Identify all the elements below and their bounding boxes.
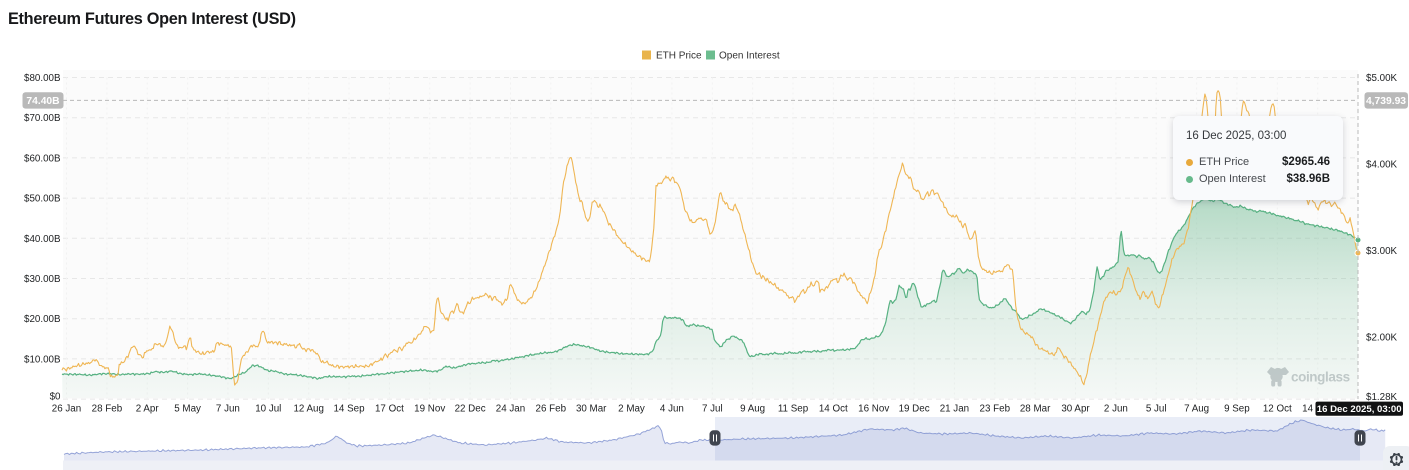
svg-text:$60.00B: $60.00B (24, 153, 61, 164)
svg-text:11 Sep: 11 Sep (778, 404, 809, 415)
svg-text:4,739.93: 4,739.93 (1366, 96, 1406, 107)
svg-text:26 Feb: 26 Feb (536, 404, 567, 415)
svg-text:5 May: 5 May (174, 404, 201, 415)
svg-text:30 Apr: 30 Apr (1061, 404, 1090, 415)
svg-text:9 Aug: 9 Aug (740, 404, 765, 415)
svg-text:$80.00B: $80.00B (24, 73, 61, 84)
svg-text:19 Nov: 19 Nov (414, 404, 445, 415)
svg-text:$3.00K: $3.00K (1366, 246, 1398, 257)
svg-text:Ethereum Futures Open Interest: Ethereum Futures Open Interest (USD) (8, 10, 296, 28)
svg-text:28 Feb: 28 Feb (92, 404, 123, 415)
svg-text:21 Jan: 21 Jan (940, 404, 969, 415)
svg-text:$2.00K: $2.00K (1366, 332, 1398, 343)
svg-text:12 Oct: 12 Oct (1263, 404, 1292, 415)
svg-text:2 Apr: 2 Apr (136, 404, 160, 415)
svg-text:5 Jul: 5 Jul (1146, 404, 1167, 415)
svg-text:$30.00B: $30.00B (24, 274, 61, 285)
svg-text:26 Jan: 26 Jan (52, 404, 81, 415)
svg-text:14 Sep: 14 Sep (333, 404, 365, 415)
svg-text:$50.00B: $50.00B (24, 194, 61, 205)
svg-text:16 Nov: 16 Nov (858, 404, 889, 415)
svg-text:28 Mar: 28 Mar (1020, 404, 1051, 415)
svg-text:$1.28K: $1.28K (1366, 392, 1398, 403)
svg-text:7 Aug: 7 Aug (1184, 404, 1209, 415)
svg-text:$0: $0 (50, 392, 61, 403)
svg-text:Open Interest: Open Interest (719, 51, 780, 62)
svg-text:$40.00B: $40.00B (24, 234, 61, 245)
svg-text:30 Mar: 30 Mar (576, 404, 607, 415)
svg-text:14 Oct: 14 Oct (819, 404, 848, 415)
svg-text:ETH Price: ETH Price (656, 51, 702, 62)
svg-text:10 Jul: 10 Jul (255, 404, 281, 415)
svg-text:$4.00K: $4.00K (1366, 160, 1398, 171)
svg-text:24 Jan: 24 Jan (496, 404, 525, 415)
svg-text:$70.00B: $70.00B (24, 113, 61, 124)
svg-text:12 Aug: 12 Aug (293, 404, 324, 415)
svg-text:9 Sep: 9 Sep (1224, 404, 1250, 415)
svg-text:23 Feb: 23 Feb (980, 404, 1011, 415)
svg-text:2 May: 2 May (618, 404, 645, 415)
svg-text:4 Jun: 4 Jun (660, 404, 684, 415)
svg-text:74.40B: 74.40B (26, 96, 59, 107)
svg-text:$5.00K: $5.00K (1366, 73, 1398, 84)
svg-text:19 Dec: 19 Dec (899, 404, 930, 415)
svg-text:2 Jun: 2 Jun (1104, 404, 1128, 415)
svg-text:17 Oct: 17 Oct (375, 404, 404, 415)
svg-text:$20.00B: $20.00B (24, 314, 61, 325)
svg-text:$10.00B: $10.00B (24, 354, 61, 365)
svg-text:7 Jun: 7 Jun (216, 404, 240, 415)
svg-text:7 Jul: 7 Jul (702, 404, 723, 415)
svg-text:22 Dec: 22 Dec (455, 404, 486, 415)
svg-text:16 Dec 2025, 03:00: 16 Dec 2025, 03:00 (1317, 404, 1402, 415)
